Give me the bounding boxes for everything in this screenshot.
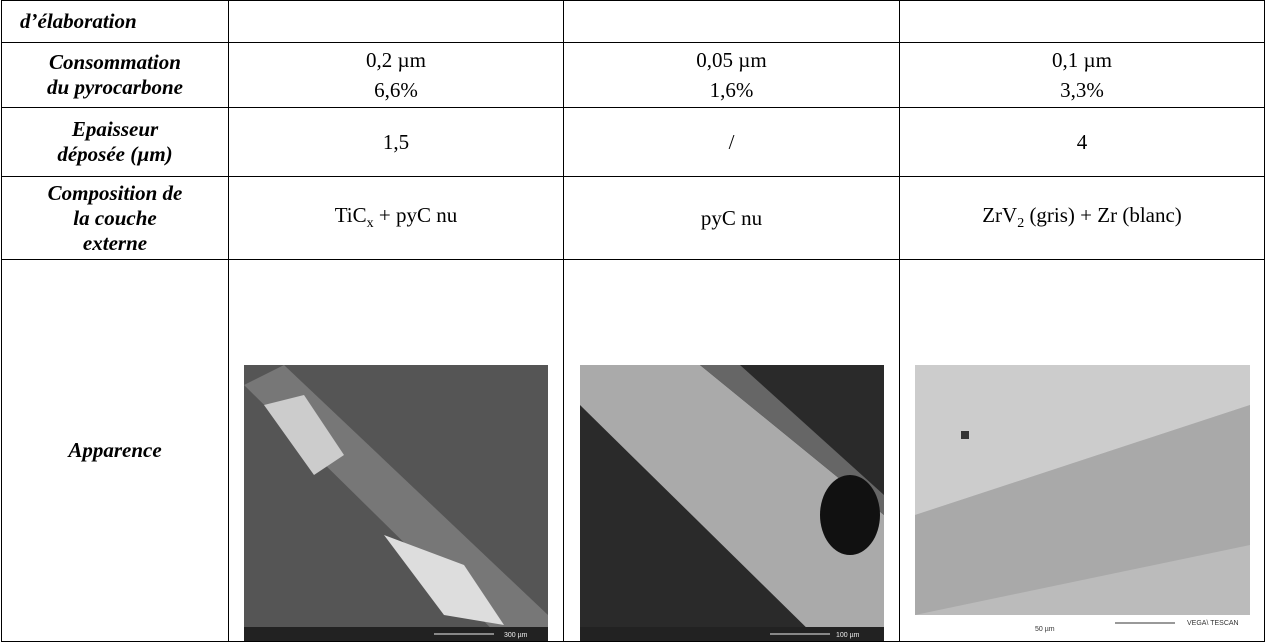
row-label: Consommation du pyrocarbone xyxy=(1,42,229,108)
row: d’élaboration xyxy=(1,0,1265,43)
label-line: Composition de xyxy=(47,180,183,205)
value: 1,6% xyxy=(709,78,754,102)
row: Apparence 300 µm 100 µm xyxy=(1,259,1265,642)
cell: 100 µm xyxy=(563,259,900,642)
value: 6,6% xyxy=(374,78,418,102)
label-line: Consommation xyxy=(49,50,181,74)
value: 1,5 xyxy=(382,129,410,154)
cell: 0,2 µm 6,6% xyxy=(228,42,564,108)
subscript: 2 xyxy=(1017,216,1025,232)
label-line: du pyrocarbone xyxy=(47,75,183,99)
cell: TiCx + pyC nu xyxy=(228,176,564,260)
value: TiC xyxy=(334,203,367,228)
cell: 1,5 xyxy=(228,107,564,177)
label-line: Epaisseur xyxy=(71,117,159,141)
cell: pyC nu xyxy=(563,176,900,260)
scale-label: 300 µm xyxy=(504,632,528,639)
cell: / xyxy=(563,107,900,177)
label-line: déposée (µm) xyxy=(57,142,173,166)
cell: 50 µm VEGA\ TESCAN xyxy=(899,259,1265,642)
label-line: externe xyxy=(82,230,148,255)
cell: 300 µm xyxy=(228,259,564,642)
cell xyxy=(563,0,900,43)
row-label: d’élaboration xyxy=(1,0,229,43)
cell: 0,1 µm 3,3% xyxy=(899,42,1265,108)
row: Consommation du pyrocarbone 0,2 µm 6,6% 0,… xyxy=(1,42,1265,108)
value: 4 xyxy=(1076,129,1088,154)
value: 0,05 µm xyxy=(696,48,767,72)
cell: 0,05 µm 1,6% xyxy=(563,42,900,108)
scale-label: 50 µm xyxy=(1035,626,1055,633)
cell xyxy=(228,0,564,43)
value: 0,2 µm xyxy=(366,48,426,72)
row-label: Epaisseur déposée (µm) xyxy=(1,107,229,177)
row-label: Composition de la couche externe xyxy=(1,176,229,260)
value: (gris) + Zr (blanc) xyxy=(1024,203,1182,228)
row: Epaisseur déposée (µm) 1,5 / 4 xyxy=(1,107,1265,177)
cell xyxy=(899,0,1265,43)
brand-label: VEGA\ TESCAN xyxy=(1187,620,1239,627)
sem-image: 300 µm xyxy=(244,365,548,641)
value: + pyC nu xyxy=(373,203,458,228)
subscript: x xyxy=(366,216,374,232)
value: 3,3% xyxy=(1060,78,1104,102)
cell: ZrV2 (gris) + Zr (blanc) xyxy=(899,176,1265,260)
label-line: d’élaboration xyxy=(20,9,137,33)
label-line: la couche xyxy=(73,205,157,230)
row: Composition de la couche externe TiCx + py… xyxy=(1,176,1265,260)
label-line: Apparence xyxy=(68,438,162,462)
sem-image: 100 µm xyxy=(579,365,884,641)
value: ZrV xyxy=(982,203,1018,228)
scale-label: 100 µm xyxy=(836,632,860,639)
value: 0,1 µm xyxy=(1052,48,1112,72)
value: / xyxy=(728,129,735,154)
row-label: Apparence xyxy=(1,259,229,642)
cell: 4 xyxy=(899,107,1265,177)
sem-image: 50 µm VEGA\ TESCAN xyxy=(914,365,1250,641)
value: pyC nu xyxy=(700,205,763,230)
